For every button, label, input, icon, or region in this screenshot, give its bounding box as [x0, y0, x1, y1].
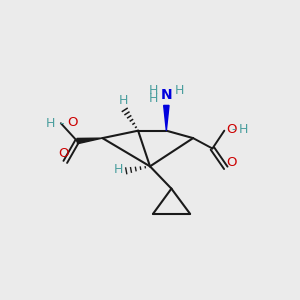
Text: H: H	[46, 117, 56, 130]
Polygon shape	[164, 105, 169, 131]
Text: H: H	[118, 94, 128, 107]
Text: H: H	[175, 83, 184, 97]
Text: -: -	[231, 123, 236, 136]
Text: H: H	[148, 92, 158, 104]
Polygon shape	[77, 138, 102, 144]
Text: N: N	[160, 88, 172, 102]
Text: H: H	[148, 83, 158, 97]
Text: H: H	[113, 164, 123, 176]
Text: -: -	[59, 117, 64, 130]
Text: O: O	[58, 147, 69, 161]
Text: O: O	[68, 116, 78, 129]
Text: H: H	[239, 123, 248, 136]
Text: O: O	[226, 123, 236, 136]
Text: O: O	[226, 156, 237, 169]
